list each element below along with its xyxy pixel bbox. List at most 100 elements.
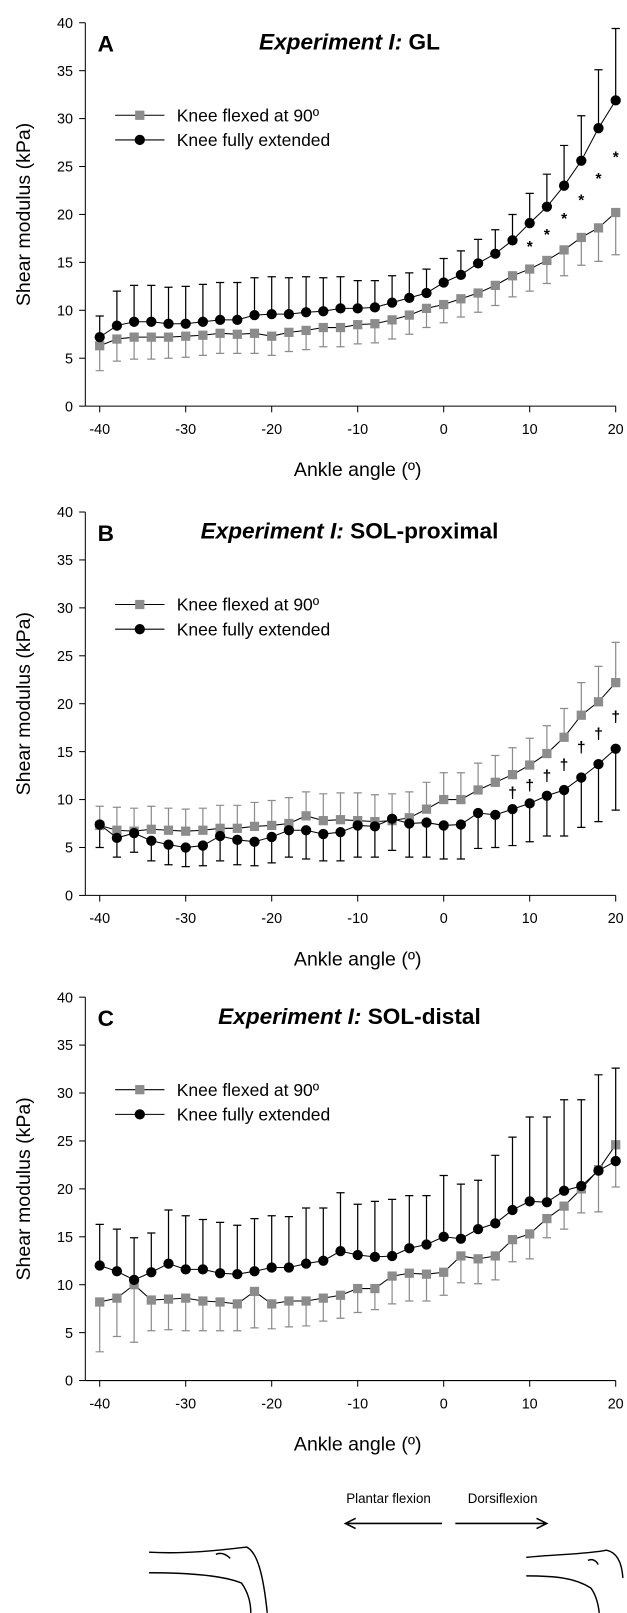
marker: [456, 1251, 466, 1261]
y-tick-label: 25: [57, 649, 73, 665]
x-tick-label: -30: [175, 911, 196, 927]
title-bold: GL: [409, 29, 441, 54]
error-bar: [250, 1217, 259, 1272]
y-tick-label: 35: [57, 1038, 73, 1054]
marker: [283, 1262, 295, 1273]
marker: [421, 804, 432, 814]
error-bar: [353, 792, 362, 821]
chart-title: Experiment I: GL: [259, 29, 440, 54]
error-bar: [577, 237, 586, 266]
x-tick-label: 10: [522, 1396, 538, 1412]
x-tick-label: 20: [608, 422, 624, 438]
marker: [215, 823, 225, 833]
y-tick-label: 10: [57, 793, 73, 809]
y-tick-label: 5: [65, 841, 73, 857]
y-tick-label: 35: [57, 553, 73, 569]
marker: [507, 1204, 518, 1216]
error-bar: [491, 814, 500, 849]
marker: [524, 798, 535, 809]
marker: [490, 280, 500, 291]
error-bar: [577, 115, 586, 161]
marker: [249, 328, 260, 338]
error-bar: [215, 281, 225, 320]
error-bar: [215, 1301, 225, 1332]
error-bar: [542, 1116, 552, 1203]
error-bar: [508, 809, 517, 847]
marker: [335, 1290, 346, 1300]
error-bar: [559, 707, 569, 738]
annotation: †: [577, 740, 586, 757]
footer-right: Dorsiflexion: [468, 1491, 538, 1506]
marker: [94, 1260, 105, 1271]
annotation: †: [508, 785, 517, 802]
x-tick-label: -20: [261, 422, 282, 438]
marker: [611, 207, 621, 218]
marker: [369, 821, 381, 832]
x-tick-label: -20: [261, 911, 282, 927]
error-bar: [594, 1169, 603, 1213]
marker: [95, 341, 105, 351]
y-tick-label: 20: [57, 1182, 73, 1198]
x-tick-label: -10: [347, 911, 368, 927]
marker: [180, 318, 191, 329]
y-axis-label: Shear modulus (kPa): [13, 612, 35, 795]
x-tick-label: 0: [440, 911, 448, 927]
marker: [214, 1268, 226, 1279]
marker: [318, 816, 328, 826]
error-bar: [233, 281, 242, 320]
marker: [559, 732, 569, 742]
legend-label: Knee fully extended: [177, 1105, 330, 1125]
marker: [283, 308, 295, 320]
marker: [472, 258, 484, 269]
marker: [438, 277, 449, 288]
y-tick-label: 15: [57, 1230, 73, 1246]
y-tick-label: 30: [57, 1086, 73, 1102]
marker: [129, 332, 139, 342]
marker: [232, 1269, 243, 1280]
marker: [111, 1266, 123, 1277]
marker: [593, 1165, 604, 1176]
marker: [134, 624, 145, 635]
marker: [404, 310, 414, 320]
marker: [576, 232, 586, 243]
annotation: *: [561, 211, 567, 228]
error-bar: [559, 1099, 569, 1191]
annotation: †: [543, 768, 552, 785]
marker: [438, 1231, 449, 1242]
marker: [576, 1180, 587, 1192]
y-tick-label: 15: [57, 745, 73, 761]
error-bar: [284, 277, 294, 315]
marker: [232, 314, 243, 326]
error-bar: [319, 277, 328, 312]
marker: [353, 1283, 363, 1294]
series: [94, 27, 621, 343]
error-bar: [611, 1067, 620, 1162]
error-bar: [387, 1198, 397, 1256]
marker: [490, 1251, 500, 1261]
chart: 0 5 10 15 20 25 30 35 40 -40 -30 -20 -10 0 10 20 Ankle a…: [13, 990, 624, 1455]
error-bar: [473, 1179, 483, 1230]
error-bar: [112, 1228, 122, 1272]
marker: [197, 1264, 209, 1275]
marker: [353, 320, 363, 330]
error-bar: [542, 795, 552, 837]
marker: [558, 1185, 570, 1196]
series: [94, 743, 621, 868]
x-tick-label: -10: [347, 1396, 368, 1412]
marker: [369, 302, 381, 313]
marker: [181, 331, 191, 341]
x-tick-label: 0: [440, 422, 448, 438]
error-bar: [577, 1099, 586, 1186]
error-bar: [164, 1299, 173, 1331]
marker: [181, 826, 191, 836]
marker: [559, 1201, 569, 1211]
marker: [335, 1246, 346, 1257]
y-tick-label: 30: [57, 601, 73, 617]
error-bar: [559, 789, 569, 837]
marker: [180, 1264, 191, 1275]
marker: [128, 1274, 140, 1286]
legend-label: Knee flexed at 90º: [177, 595, 320, 615]
marker: [181, 1293, 191, 1303]
error-bar: [147, 1300, 156, 1332]
marker: [266, 308, 277, 320]
